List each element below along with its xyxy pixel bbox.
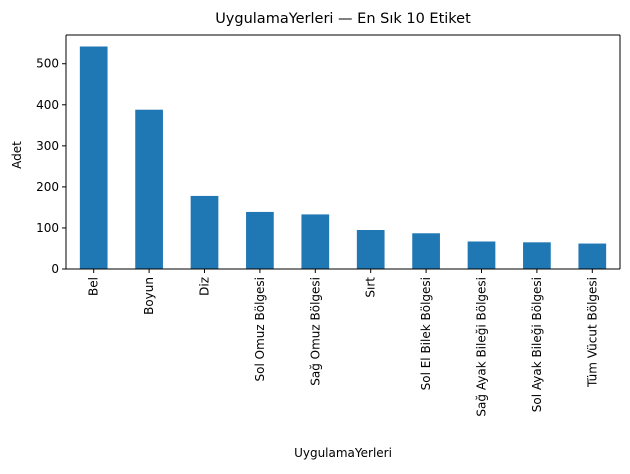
x-tick-label: Sol El Bilek Bölgesi bbox=[419, 277, 433, 390]
bar bbox=[467, 241, 496, 269]
chart-title: UygulamaYerleri — En Sık 10 Etiket bbox=[215, 11, 471, 27]
bar bbox=[246, 211, 274, 269]
bar bbox=[578, 243, 607, 269]
bar bbox=[301, 214, 330, 269]
x-tick-label: Sol Ayak Bileği Bölgesi bbox=[530, 277, 544, 412]
bar bbox=[523, 242, 551, 269]
y-tick-label: 400 bbox=[36, 98, 59, 112]
x-tick-label: Bel bbox=[87, 277, 101, 296]
y-axis-label: Adet bbox=[10, 141, 24, 169]
x-tick-label: Diz bbox=[198, 277, 212, 296]
bar bbox=[412, 233, 440, 269]
y-tick-label: 300 bbox=[36, 139, 59, 153]
x-tick-label: Tüm Vücut Bölgesi bbox=[585, 277, 599, 388]
bar bbox=[356, 230, 385, 269]
x-tick-label: Sağ Ayak Bileği Bölgesi bbox=[475, 277, 489, 417]
y-tick-label: 100 bbox=[36, 221, 59, 235]
y-tick-label: 500 bbox=[36, 57, 59, 71]
x-tick-label: Sağ Omuz Bölgesi bbox=[308, 277, 322, 386]
plot-area: 0 100 200 300 400 500 Bel Boyun Diz Sol Omuz Bölg… bbox=[36, 34, 621, 417]
x-tick-label: Sol Omuz Bölgesi bbox=[253, 277, 267, 381]
y-tick-label: 200 bbox=[36, 180, 59, 194]
x-tick-label: Boyun bbox=[142, 277, 156, 315]
bar bbox=[79, 46, 108, 269]
x-axis-label: UygulamaYerleri bbox=[294, 446, 392, 460]
y-tick-label: 0 bbox=[51, 262, 59, 276]
bar bbox=[190, 195, 219, 269]
x-tick-label: Sırt bbox=[364, 277, 378, 298]
bar bbox=[135, 109, 163, 269]
